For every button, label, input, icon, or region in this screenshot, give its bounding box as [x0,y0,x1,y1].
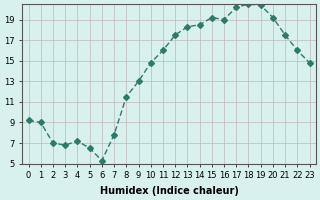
X-axis label: Humidex (Indice chaleur): Humidex (Indice chaleur) [100,186,238,196]
